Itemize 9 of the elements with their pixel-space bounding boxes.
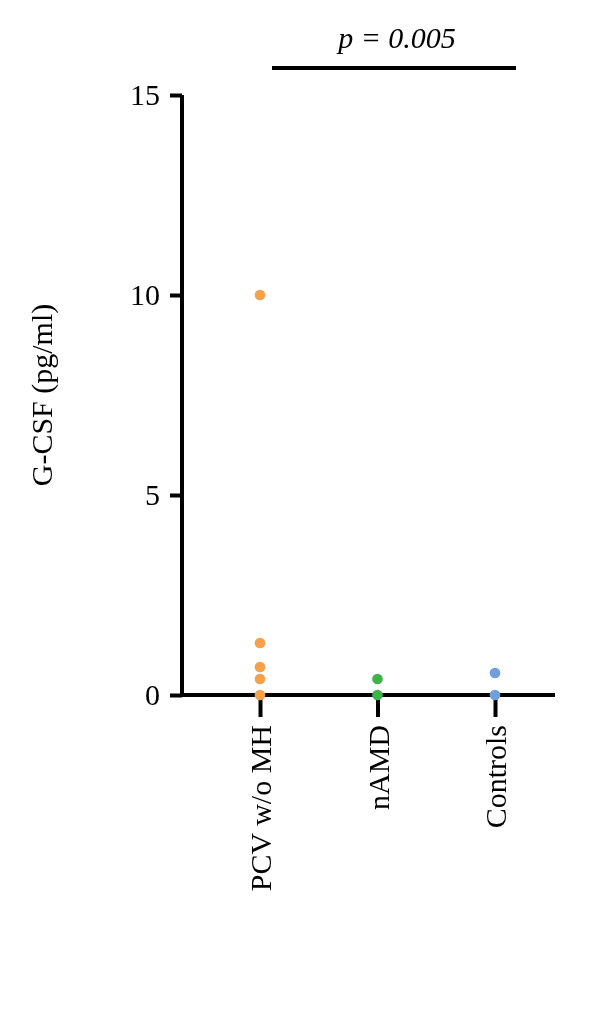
- y-tick-label: 15: [130, 78, 160, 112]
- text: p = 0.005: [336, 21, 456, 54]
- y-tick-label: 0: [145, 678, 160, 712]
- x-tick-label: nAMD: [361, 725, 395, 811]
- y-tick-label: 5: [145, 478, 160, 512]
- y-axis-title: G-CSF (pg/ml): [25, 303, 59, 487]
- x-tick-label: Controls: [479, 725, 512, 829]
- x-tick-label: PCV w/o MH: [244, 725, 277, 892]
- y-tick-label: 10: [130, 278, 160, 312]
